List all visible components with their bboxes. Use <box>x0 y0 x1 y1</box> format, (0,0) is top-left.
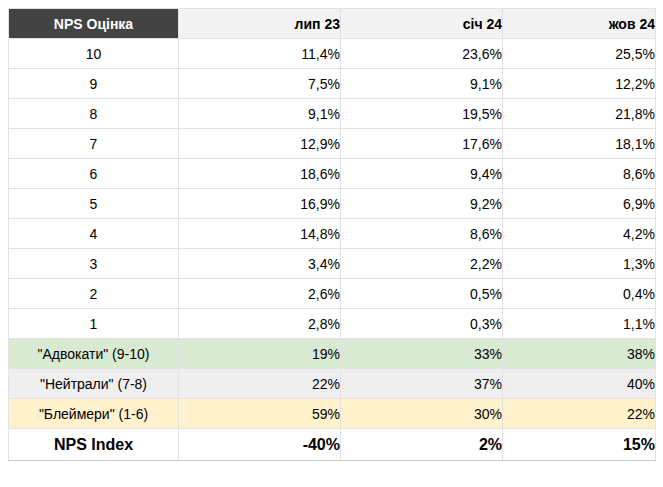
summary-value: 38% <box>503 339 656 369</box>
nps-table: NPS Оцінка лип 23 січ 24 жов 24 10 11,4%… <box>8 8 656 461</box>
score-value: 2,6% <box>179 279 341 309</box>
score-value: 2,8% <box>179 309 341 339</box>
score-label: 1 <box>9 309 179 339</box>
score-value: 7,5% <box>179 69 341 99</box>
score-value: 12,9% <box>179 129 341 159</box>
score-value: 17,6% <box>341 129 503 159</box>
score-row-1: 1 2,8% 0,3% 1,1% <box>9 309 656 339</box>
score-row-8: 8 9,1% 19,5% 21,8% <box>9 99 656 129</box>
score-label: 3 <box>9 249 179 279</box>
score-value: 0,3% <box>341 309 503 339</box>
score-label: 8 <box>9 99 179 129</box>
score-row-2: 2 2,6% 0,5% 0,4% <box>9 279 656 309</box>
score-row-6: 6 18,6% 9,4% 8,6% <box>9 159 656 189</box>
score-value: 14,8% <box>179 219 341 249</box>
score-value: 1,1% <box>503 309 656 339</box>
score-label: 2 <box>9 279 179 309</box>
column-header-jan24: січ 24 <box>341 9 503 39</box>
score-row-5: 5 16,9% 9,2% 6,9% <box>9 189 656 219</box>
score-value: 0,5% <box>341 279 503 309</box>
score-label: 10 <box>9 39 179 69</box>
score-value: 18,6% <box>179 159 341 189</box>
summary-value: 33% <box>341 339 503 369</box>
score-value: 4,2% <box>503 219 656 249</box>
summary-value: 37% <box>341 369 503 399</box>
summary-value: 40% <box>503 369 656 399</box>
score-value: 0,4% <box>503 279 656 309</box>
column-header-oct24: жов 24 <box>503 9 656 39</box>
nps-index-value: 2% <box>341 429 503 461</box>
nps-index-value: 15% <box>503 429 656 461</box>
nps-index-row: NPS Index -40% 2% 15% <box>9 429 656 461</box>
score-value: 19,5% <box>341 99 503 129</box>
score-value: 11,4% <box>179 39 341 69</box>
score-value: 21,8% <box>503 99 656 129</box>
score-row-4: 4 14,8% 8,6% 4,2% <box>9 219 656 249</box>
score-value: 12,2% <box>503 69 656 99</box>
score-value: 18,1% <box>503 129 656 159</box>
score-value: 9,4% <box>341 159 503 189</box>
score-value: 6,9% <box>503 189 656 219</box>
score-value: 9,2% <box>341 189 503 219</box>
score-value: 8,6% <box>341 219 503 249</box>
score-label: 4 <box>9 219 179 249</box>
summary-row-neutrals: "Нейтрали" (7-8) 22% 37% 40% <box>9 369 656 399</box>
summary-label: "Адвокати" (9-10) <box>9 339 179 369</box>
summary-value: 22% <box>179 369 341 399</box>
score-value: 23,6% <box>341 39 503 69</box>
summary-label: "Блеймери" (1-6) <box>9 399 179 429</box>
summary-row-blamers: "Блеймери" (1-6) 59% 30% 22% <box>9 399 656 429</box>
score-row-9: 9 7,5% 9,1% 12,2% <box>9 69 656 99</box>
score-row-7: 7 12,9% 17,6% 18,1% <box>9 129 656 159</box>
score-value: 8,6% <box>503 159 656 189</box>
corner-header: NPS Оцінка <box>9 9 179 39</box>
nps-index-label: NPS Index <box>9 429 179 461</box>
summary-value: 59% <box>179 399 341 429</box>
score-value: 2,2% <box>341 249 503 279</box>
score-label: 9 <box>9 69 179 99</box>
score-row-3: 3 3,4% 2,2% 1,3% <box>9 249 656 279</box>
summary-value: 19% <box>179 339 341 369</box>
table-header-row: NPS Оцінка лип 23 січ 24 жов 24 <box>9 9 656 39</box>
score-label: 6 <box>9 159 179 189</box>
summary-value: 30% <box>341 399 503 429</box>
column-header-jul23: лип 23 <box>179 9 341 39</box>
summary-value: 22% <box>503 399 656 429</box>
score-label: 5 <box>9 189 179 219</box>
page: NPS Оцінка лип 23 січ 24 жов 24 10 11,4%… <box>0 0 663 487</box>
score-label: 7 <box>9 129 179 159</box>
nps-index-value: -40% <box>179 429 341 461</box>
score-value: 9,1% <box>341 69 503 99</box>
score-value: 25,5% <box>503 39 656 69</box>
score-row-10: 10 11,4% 23,6% 25,5% <box>9 39 656 69</box>
score-value: 16,9% <box>179 189 341 219</box>
summary-label: "Нейтрали" (7-8) <box>9 369 179 399</box>
summary-row-advocates: "Адвокати" (9-10) 19% 33% 38% <box>9 339 656 369</box>
score-value: 9,1% <box>179 99 341 129</box>
score-value: 1,3% <box>503 249 656 279</box>
score-value: 3,4% <box>179 249 341 279</box>
